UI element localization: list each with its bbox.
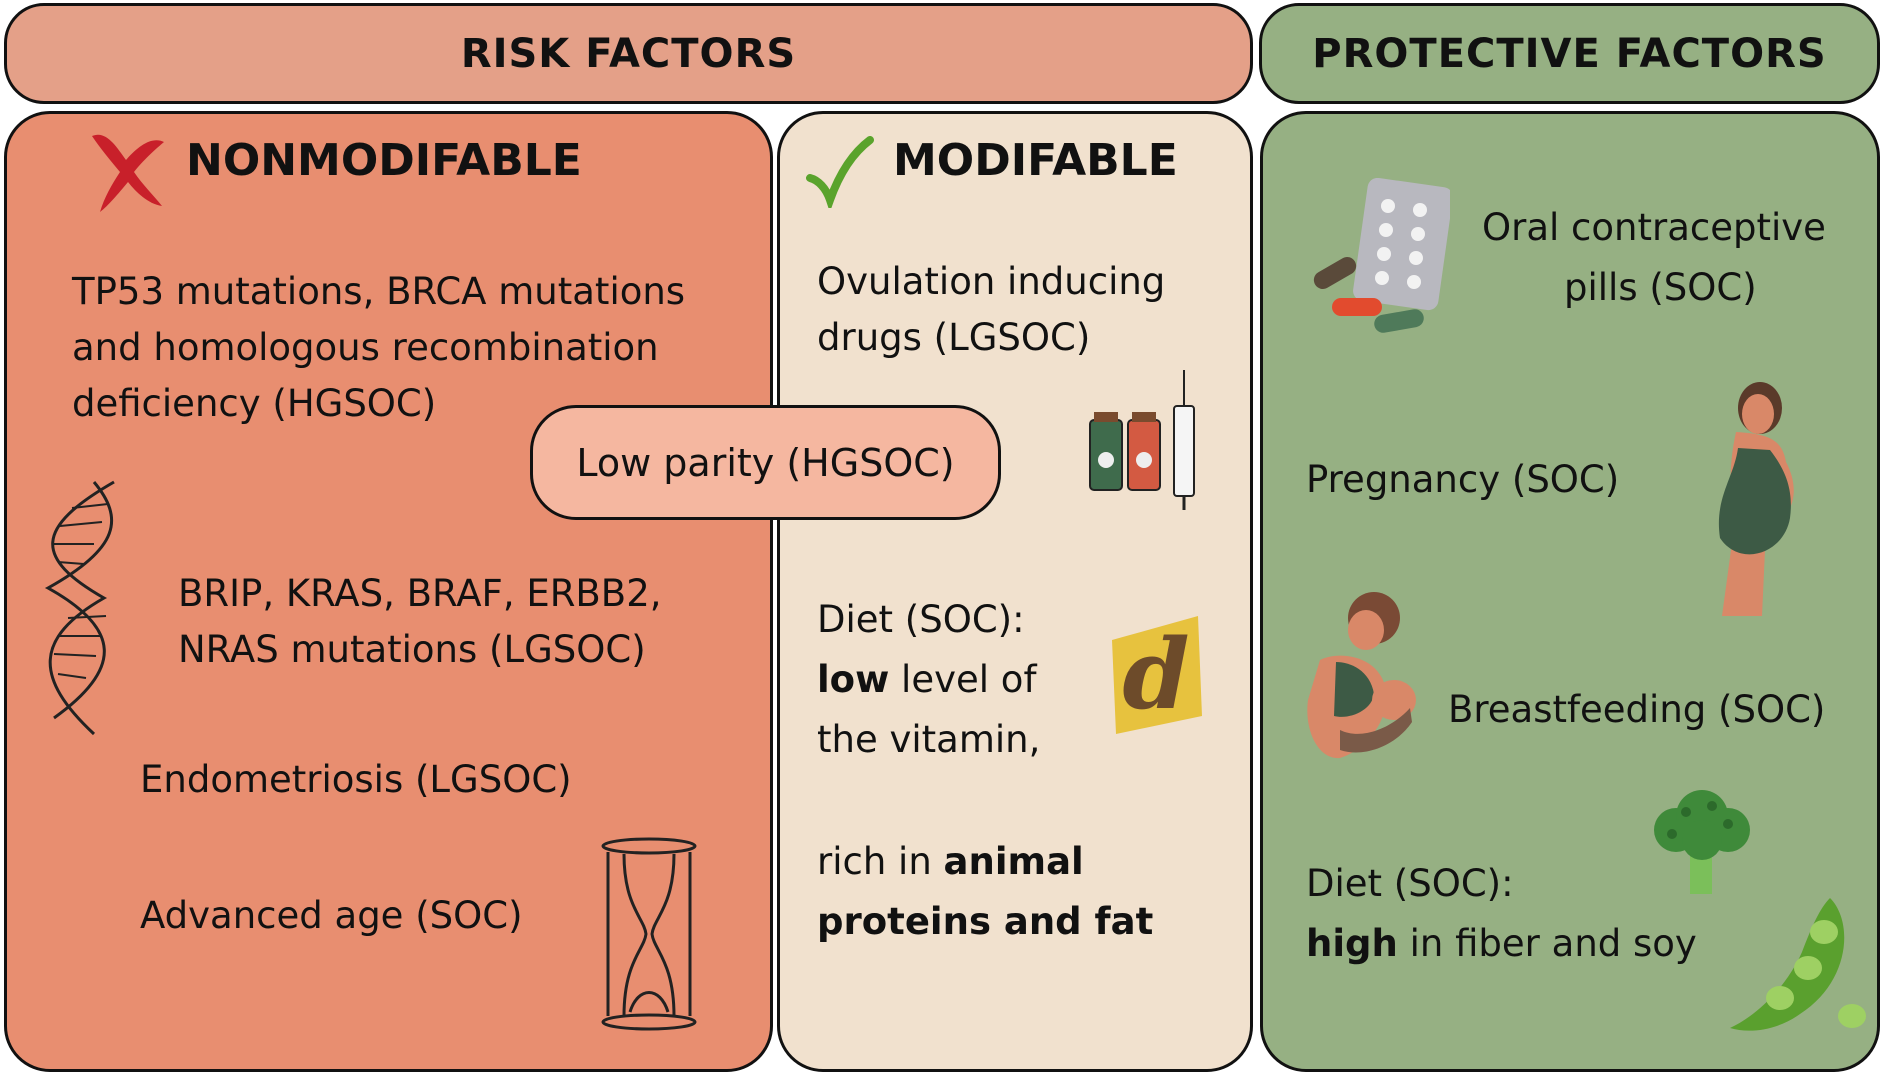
modifiable-panel xyxy=(777,111,1253,1072)
pregnant-woman-icon xyxy=(1718,382,1794,616)
vitamin-d-icon: d xyxy=(1112,616,1202,734)
nonmod-item-3: Endometriosis (LGSOC) xyxy=(140,758,572,801)
prot-diet-line-2: high in fiber and soy xyxy=(1306,916,1697,972)
prot-diet-high-bold: high xyxy=(1306,922,1398,965)
breastfeeding-icon xyxy=(1307,592,1416,759)
nonmod-item-2-line-1: BRIP, KRAS, BRAF, ERBB2, xyxy=(178,572,662,615)
risk-factors-title: RISK FACTORS xyxy=(460,30,797,77)
mod-diet-line-2: low level of xyxy=(817,652,1036,708)
mod-diet-line-5: proteins and fat xyxy=(817,900,1154,943)
soybean-pod-icon xyxy=(1730,898,1866,1031)
mod-diet-line-3: the vitamin, xyxy=(817,718,1041,761)
nonmod-item-1-line-3: deficiency (HGSOC) xyxy=(72,382,437,425)
hourglass-icon xyxy=(601,837,697,1031)
mod-item-1-line-2: drugs (LGSOC) xyxy=(817,316,1091,359)
mod-diet-low-bold: low xyxy=(817,658,890,701)
protective-factors-header: PROTECTIVE FACTORS xyxy=(1259,3,1880,104)
red-cross-icon xyxy=(92,134,164,212)
prot-diet-line-2-rest: in fiber and soy xyxy=(1397,922,1697,965)
dna-icon xyxy=(44,480,115,736)
medicine-vials-syringe-icon xyxy=(1089,370,1195,510)
protective-factors-title: PROTECTIVE FACTORS xyxy=(1312,30,1827,77)
prot-item-2: Pregnancy (SOC) xyxy=(1306,458,1620,501)
mod-diet-line-2-rest: level of xyxy=(889,658,1037,701)
prot-item-3: Breastfeeding (SOC) xyxy=(1448,688,1826,731)
modifiable-title: MODIFABLE xyxy=(893,135,1178,186)
nonmodifiable-title: NONMODIFABLE xyxy=(186,135,582,186)
mod-diet-line-4-pre: rich in xyxy=(817,840,944,883)
mod-diet-line-4: rich in animal xyxy=(817,834,1084,890)
nonmod-item-2-line-2: NRAS mutations (LGSOC) xyxy=(178,628,646,671)
nonmod-item-4: Advanced age (SOC) xyxy=(140,894,523,937)
broccoli-icon xyxy=(1654,790,1750,894)
pills-blister-icon xyxy=(1313,178,1450,333)
svg-text:d: d xyxy=(1122,618,1189,731)
low-parity-pill: Low parity (HGSOC) xyxy=(530,405,1001,520)
nonmodifiable-panel xyxy=(4,111,773,1072)
nonmod-item-1-line-1: TP53 mutations, BRCA mutations xyxy=(72,270,686,313)
green-check-icon xyxy=(806,136,874,208)
prot-diet-line-1: Diet (SOC): xyxy=(1306,862,1514,905)
prot-item-1-line-1: Oral contraceptive xyxy=(1482,206,1826,249)
prot-item-1-line-2: pills (SOC) xyxy=(1564,266,1757,309)
mod-diet-line-1: Diet (SOC): xyxy=(817,598,1025,641)
mod-item-1-line-1: Ovulation inducing xyxy=(817,260,1166,303)
mod-diet-animal-bold: animal xyxy=(943,840,1084,883)
low-parity-label: Low parity (HGSOC) xyxy=(576,440,955,485)
nonmod-item-1-line-2: and homologous recombination xyxy=(72,326,659,369)
risk-factors-header: RISK FACTORS xyxy=(4,3,1253,104)
